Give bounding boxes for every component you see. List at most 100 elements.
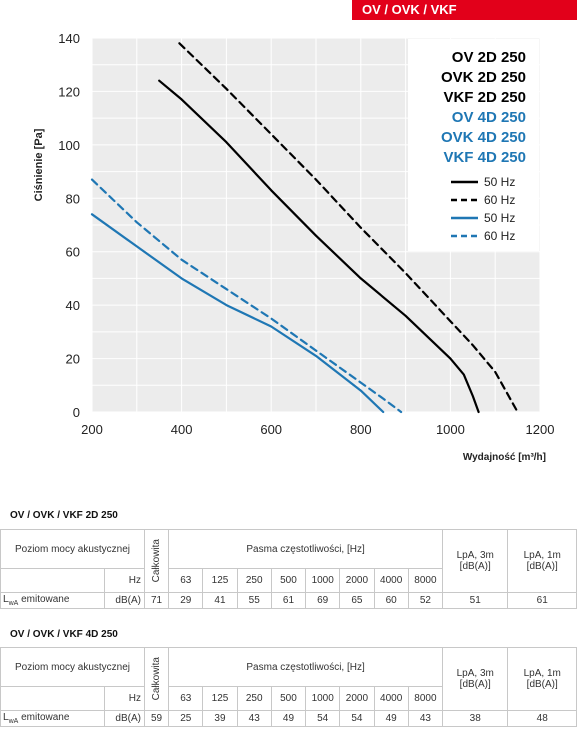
total-value: 71 — [143, 592, 170, 609]
legend-model-4d: VKF 4D 250 — [443, 149, 526, 166]
blank-cell — [0, 568, 105, 593]
series-line-2d-60hz — [178, 42, 519, 414]
total-header: Całkowita — [143, 647, 170, 711]
y-axis-label: Ciśnienie [Pa] — [33, 128, 45, 201]
series-line-4d-50hz — [90, 213, 385, 414]
blank-cell — [0, 686, 105, 711]
legend-model-2d: OVK 2D 250 — [441, 69, 526, 86]
y-tick-label: 140 — [58, 31, 80, 46]
band-label: 8000 — [407, 568, 444, 593]
band-label: 250 — [236, 568, 272, 593]
band-label: 8000 — [407, 686, 444, 711]
band-label: 125 — [202, 686, 238, 711]
series-line-2d-50hz — [158, 79, 480, 414]
legend-entry-label: 50 Hz — [484, 175, 515, 189]
band-value: 49 — [270, 710, 307, 727]
lpa1-header: LpA, 1m [dB(A)] — [507, 647, 577, 711]
legend-entry-label: 50 Hz — [484, 211, 515, 225]
x-tick-label: 200 — [81, 422, 103, 437]
lpa3-value: 38 — [442, 710, 509, 727]
band-label: 4000 — [373, 686, 409, 711]
row-label: LwA emitowane — [0, 710, 105, 727]
unit-hz: Hz — [103, 686, 145, 711]
x-tick-label: 800 — [350, 422, 372, 437]
legend-background — [408, 39, 539, 251]
lpa3-header: LpA, 3m [dB(A)] — [442, 647, 509, 711]
x-tick-label: 1200 — [526, 422, 555, 437]
table-title-2d: OV / OVK / VKF 2D 250 — [10, 510, 118, 521]
noise-table-4d: Poziom mocy akustycznej Całkowita Pasma cz… — [0, 647, 577, 727]
y-tick-label: 100 — [58, 138, 80, 153]
y-tick-label: 80 — [66, 191, 80, 206]
band-value: 54 — [305, 710, 341, 727]
legend-model-4d: OVK 4D 250 — [441, 129, 526, 146]
y-tick-label: 0 — [73, 405, 80, 420]
legend-entry-label: 60 Hz — [484, 229, 515, 243]
band-label: 1000 — [305, 686, 341, 711]
x-tick-label: 600 — [260, 422, 282, 437]
band-label: 250 — [236, 686, 272, 711]
table-title-4d: OV / OVK / VKF 4D 250 — [10, 629, 118, 640]
band-value: 49 — [373, 710, 409, 727]
row-label-main: L — [3, 594, 9, 605]
header-label: Poziom mocy akustycznej — [0, 529, 145, 569]
band-label: 500 — [270, 568, 307, 593]
x-tick-label: 1000 — [436, 422, 465, 437]
lpa1-value: 61 — [507, 592, 577, 609]
band-value: 54 — [339, 710, 375, 727]
lpa3-header: LpA, 3m [dB(A)] — [442, 529, 509, 593]
row-label-rest: emitowane — [18, 594, 70, 605]
header-label: Poziom mocy akustycznej — [0, 647, 145, 687]
band-value: 43 — [407, 710, 444, 727]
row-label: LwA emitowane — [0, 592, 105, 609]
band-label: 63 — [168, 686, 204, 711]
y-tick-label: 20 — [66, 352, 80, 367]
band-value: 69 — [305, 592, 341, 609]
band-label: 4000 — [373, 568, 409, 593]
bands-header: Pasma częstotliwości, [Hz] — [168, 529, 444, 569]
y-tick-label: 40 — [66, 298, 80, 313]
total-label: Całkowita — [151, 539, 163, 583]
pressure-flow-chart: 200 400 600 800 1000 1200 0 20 40 60 80 100 120 140 Wy… — [33, 31, 555, 463]
x-axis-label: Wydajność [m³/h] — [463, 452, 546, 463]
bands-header: Pasma częstotliwości, [Hz] — [168, 647, 444, 687]
row-unit: dB(A) — [103, 592, 145, 609]
band-value: 29 — [168, 592, 204, 609]
unit-hz: Hz — [103, 568, 145, 593]
legend-model-2d: VKF 2D 250 — [443, 89, 526, 106]
band-label: 500 — [270, 686, 307, 711]
row-label-sub: wA — [8, 718, 19, 725]
row-unit: dB(A) — [103, 710, 145, 727]
row-label-rest: emitowane — [18, 712, 70, 723]
row-label-main: L — [3, 712, 9, 723]
lpa1-header: LpA, 1m [dB(A)] — [507, 529, 577, 593]
legend-model-2d: OV 2D 250 — [452, 49, 526, 66]
lpa1-value: 48 — [507, 710, 577, 727]
total-value: 59 — [143, 710, 170, 727]
band-label: 63 — [168, 568, 204, 593]
series-line-4d-60hz — [90, 178, 403, 414]
y-tick-label: 60 — [66, 245, 80, 260]
noise-table-2d: Poziom mocy akustycznej Całkowita Pasma cz… — [0, 529, 577, 609]
row-label-sub: wA — [8, 600, 19, 607]
band-value: 65 — [339, 592, 375, 609]
header-banner: OV / OVK / VKF — [352, 0, 577, 20]
band-value: 60 — [373, 592, 409, 609]
total-label: Całkowita — [151, 657, 163, 701]
band-label: 2000 — [339, 686, 375, 711]
total-header: Całkowita — [143, 529, 170, 593]
band-value: 55 — [236, 592, 272, 609]
band-value: 61 — [270, 592, 307, 609]
header-title: OV / OVK / VKF — [362, 2, 457, 17]
band-value: 41 — [202, 592, 238, 609]
band-label: 1000 — [305, 568, 341, 593]
x-tick-label: 400 — [171, 422, 193, 437]
y-tick-label: 120 — [58, 84, 80, 99]
band-value: 52 — [407, 592, 444, 609]
legend-model-4d: OV 4D 250 — [452, 109, 526, 126]
band-value: 25 — [168, 710, 204, 727]
band-value: 43 — [236, 710, 272, 727]
legend-entry-label: 60 Hz — [484, 193, 515, 207]
lpa3-value: 51 — [442, 592, 509, 609]
band-value: 39 — [202, 710, 238, 727]
